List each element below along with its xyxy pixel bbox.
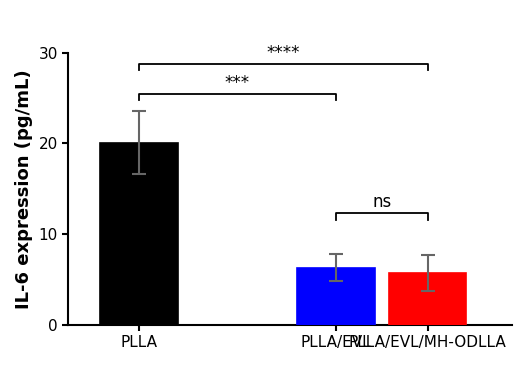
- Bar: [389, 273, 466, 324]
- Text: ***: ***: [225, 74, 250, 92]
- Bar: [100, 142, 177, 324]
- Text: ns: ns: [372, 193, 391, 211]
- Text: ****: ****: [267, 44, 300, 62]
- Y-axis label: IL-6 expression (pg/mL): IL-6 expression (pg/mL): [15, 69, 33, 308]
- Bar: [297, 268, 375, 324]
